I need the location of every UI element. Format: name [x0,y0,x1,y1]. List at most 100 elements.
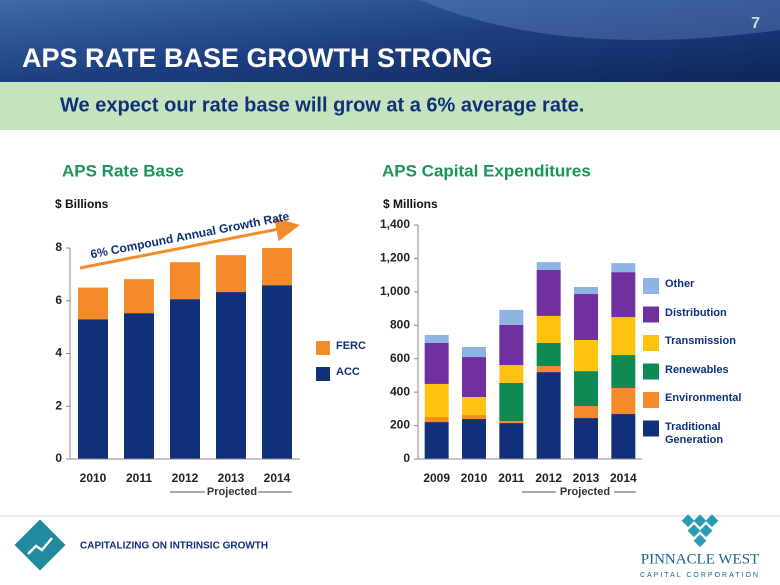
chart-title: APS Capital Expenditures [382,161,591,180]
legend-label: ACC [336,366,360,378]
bar-segment [574,418,598,459]
bar-segment [424,334,449,344]
header-swoosh [420,0,780,40]
bar-segment [216,255,246,293]
logo-name: PINNACLE WEST [641,551,759,567]
legend-swatch [643,278,659,294]
y-tick-label: 6 [55,293,62,307]
y-tick-label: 1,200 [380,251,410,265]
bar-segment [262,248,292,286]
bar-segment [611,355,636,388]
bar-segment [499,421,524,424]
y-tick-label: 0 [55,451,62,465]
legend-item: Distribution [665,307,727,319]
bar-segment [262,285,292,459]
bar-segment [462,419,486,459]
legend-item: Other [665,278,695,290]
growth-arrow [79,217,300,270]
bar-segment [574,294,598,340]
x-tick-label: 2011 [498,471,524,485]
x-tick-label: 2009 [423,471,450,485]
bar-segment [499,324,524,366]
x-tick-label: 2010 [80,471,107,485]
bar-segment [536,343,561,367]
bar-segment [536,366,561,373]
legend-item: Traditional Generation [665,420,724,446]
bar-segment [499,382,524,422]
subtitle: We expect our rate base will grow at a 6… [60,94,584,116]
legend-label: Traditional Generation [665,420,724,446]
bar-segment [78,287,108,320]
page-number: 7 [751,15,760,32]
bar-segment [462,347,486,358]
x-tick-label: 2014 [610,471,637,485]
legend-swatch [316,367,330,381]
bar-segment [424,422,449,459]
legend-item: ACC [336,366,360,378]
footer-text: CAPITALIZING ON INTRINSIC GROWTH [80,541,268,552]
legend-label: Renewables [665,363,729,376]
x-tick-label: 2013 [218,471,245,485]
y-tick-label: 8 [55,240,62,254]
y-tick-label: 800 [390,317,410,331]
bar-segment [536,269,561,316]
bar-segment [574,406,598,419]
bar-segment [499,365,524,383]
legend-label: Other [665,278,695,290]
bar-segment [170,299,200,459]
projected-label: Projected [560,486,610,498]
x-tick-label: 2012 [535,471,562,485]
bar-segment [574,287,598,295]
chart-title: APS Rate Base [62,161,184,180]
bar-segment [124,313,154,459]
bar-segment [611,272,636,318]
bar-segment [124,279,154,314]
y-tick-label: 1,400 [380,217,410,231]
bar-segment [574,371,598,407]
logo-mark [681,514,719,548]
x-tick-label: 2014 [264,471,291,485]
legend-swatch [643,306,659,323]
logo-tagline: CAPITAL CORPORATION [640,572,760,579]
legend-swatch [643,363,659,380]
y-axis-label: $ Billions [55,197,109,211]
bar-segment [424,383,449,418]
x-tick-label: 2011 [126,471,152,485]
bar-segment [462,415,486,420]
x-tick-label: 2010 [461,471,488,485]
legend-item: Environmental [665,392,742,404]
y-tick-label: 600 [390,351,410,365]
y-tick-label: 4 [55,346,62,360]
footer-icon [14,519,66,571]
legend-label: FERC [336,340,366,352]
legend-label: Environmental [665,392,742,404]
bar-segment [170,262,200,300]
x-tick-label: 2013 [573,471,600,485]
legend-swatch [643,335,659,351]
projected-label: Projected [207,486,257,498]
y-axis-label: $ Millions [383,197,438,211]
bar-segment [462,396,486,416]
slide-title: APS RATE BASE GROWTH STRONG [22,43,493,73]
bar-segment [78,319,108,459]
x-tick-label: 2012 [172,471,199,485]
bar-segment [536,315,561,344]
y-tick-label: 0 [403,451,410,465]
header-band [0,0,780,82]
legend-swatch [643,392,659,408]
bar-segment [499,423,524,459]
bar-segment [424,343,449,384]
bar-segment [574,339,598,372]
bar-segment [536,372,561,459]
legend-item: FERC [336,340,366,352]
y-tick-label: 200 [390,418,410,432]
y-tick-label: 400 [390,384,410,398]
bar-segment [536,262,561,270]
legend-swatch [316,341,330,355]
subtitle-band [0,82,780,130]
bar-segment [611,263,636,273]
y-tick-label: 1,000 [380,284,410,298]
bar-segment [611,317,636,356]
legend-item: Transmission [665,335,736,347]
